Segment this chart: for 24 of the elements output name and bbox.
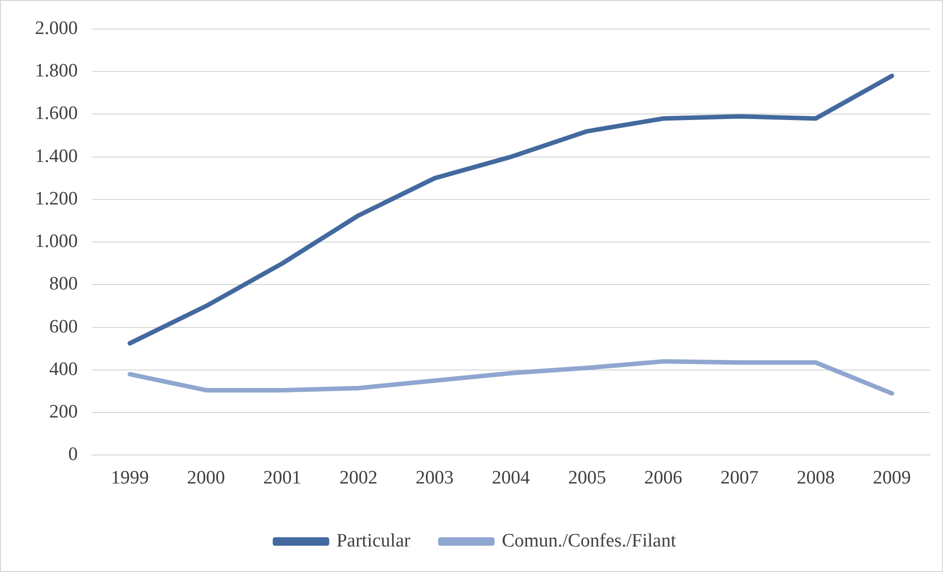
x-tick-label: 2005 bbox=[568, 468, 606, 489]
x-tick-label: 2002 bbox=[339, 468, 378, 489]
y-tick-label: 600 bbox=[49, 316, 78, 338]
x-tick-label: 2000 bbox=[187, 468, 226, 489]
y-tick-label: 800 bbox=[49, 274, 78, 295]
x-tick-label: 2008 bbox=[796, 468, 835, 489]
y-tick-label: 400 bbox=[49, 358, 78, 380]
x-tick-label: 2009 bbox=[872, 468, 911, 489]
x-tick-label: 2001 bbox=[263, 468, 302, 489]
y-tick-label: 1.800 bbox=[35, 60, 78, 82]
x-tick-label: 2003 bbox=[416, 468, 454, 489]
y-tick-label: 1.000 bbox=[35, 231, 78, 252]
legend-label: Comun./Confes./Filant bbox=[502, 530, 677, 552]
y-tick-label: 1.400 bbox=[35, 146, 78, 167]
y-tick-label: 200 bbox=[49, 402, 78, 423]
y-tick-label: 1.200 bbox=[35, 188, 78, 210]
x-tick-label: 2004 bbox=[492, 468, 530, 489]
y-tick-label: 2.000 bbox=[35, 18, 78, 39]
x-tick-label: 2007 bbox=[720, 468, 758, 489]
x-tick-label: 1999 bbox=[110, 468, 149, 489]
x-tick-label: 2006 bbox=[644, 468, 682, 489]
legend-label: Particular bbox=[336, 530, 412, 552]
y-tick-label: 1.600 bbox=[35, 103, 78, 124]
y-tick-label: 0 bbox=[68, 444, 78, 466]
